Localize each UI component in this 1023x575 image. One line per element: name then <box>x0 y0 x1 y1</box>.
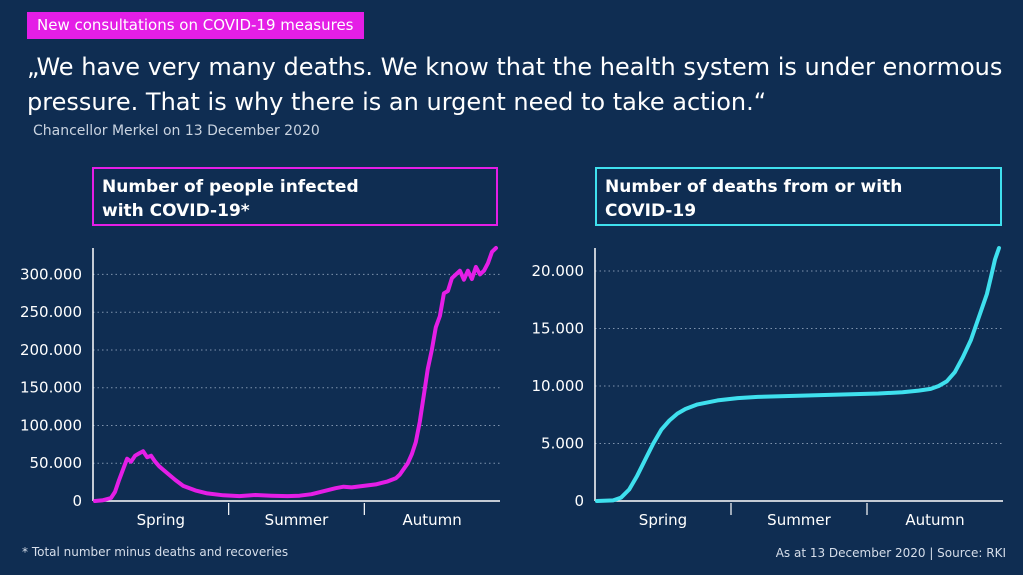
deaths-chart-title: Number of deaths from or with COVID-19 <box>595 167 1002 226</box>
infected-chart-title: Number of people infected with COVID-19* <box>92 167 498 226</box>
deaths-y-tick-label: 5.000 <box>541 435 584 453</box>
infected-y-tick-label: 250.000 <box>20 303 82 321</box>
deaths-y-tick-label: 10.000 <box>532 377 585 395</box>
infected-title-line-1: Number of people infected <box>102 177 359 197</box>
source-note: As at 13 December 2020 | Source: RKI <box>775 546 1006 560</box>
topic-tag: New consultations on COVID-19 measures <box>27 12 364 39</box>
infected-y-tick-label: 200.000 <box>20 341 82 359</box>
infected-x-category-label: Summer <box>265 511 329 529</box>
deaths-y-tick-label: 0 <box>574 492 584 510</box>
deaths-y-tick-label: 20.000 <box>532 262 585 280</box>
deaths-title-line-1: Number of deaths from or with <box>605 177 903 197</box>
infected-y-tick-label: 100.000 <box>20 416 82 434</box>
deaths-y-tick-label: 15.000 <box>532 320 585 338</box>
infected-y-tick-label: 150.000 <box>20 379 82 397</box>
deaths-x-category-label: Spring <box>639 511 687 529</box>
infected-y-tick-label: 300.000 <box>20 265 82 283</box>
infected-x-category-label: Spring <box>137 511 185 529</box>
footnote: * Total number minus deaths and recoveri… <box>22 545 289 559</box>
deaths-x-category-label: Summer <box>767 511 831 529</box>
infected-x-category-label: Autumn <box>403 511 462 529</box>
infected-series-line <box>93 246 498 503</box>
infected-y-tick-label: 50.000 <box>30 454 83 472</box>
quote-text: „We have very many deaths. We know that … <box>27 53 1003 116</box>
infected-y-tick-label: 0 <box>72 492 82 510</box>
infected-title-line-2: with COVID-19* <box>102 201 250 221</box>
deaths-x-category-label: Autumn <box>905 511 964 529</box>
deaths-series-line <box>595 246 1001 503</box>
quote-attribution: Chancellor Merkel on 13 December 2020 <box>33 123 320 139</box>
deaths-title-line-2: COVID-19 <box>605 201 697 221</box>
